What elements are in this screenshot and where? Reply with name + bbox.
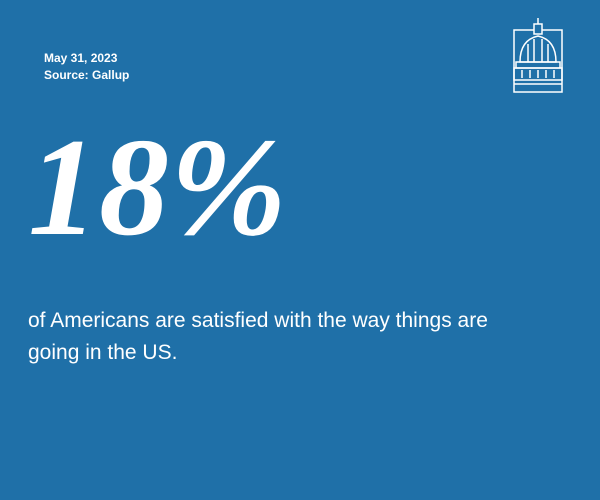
stat-caption: of Americans are satisfied with the way … bbox=[28, 309, 488, 364]
stat-value: 18% bbox=[28, 110, 288, 265]
date: May 31, 2023 bbox=[44, 51, 118, 65]
logo bbox=[513, 18, 563, 93]
source: Source: Gallup bbox=[44, 68, 130, 82]
meta: May 31, 2023 Source: Gallup bbox=[44, 50, 129, 84]
